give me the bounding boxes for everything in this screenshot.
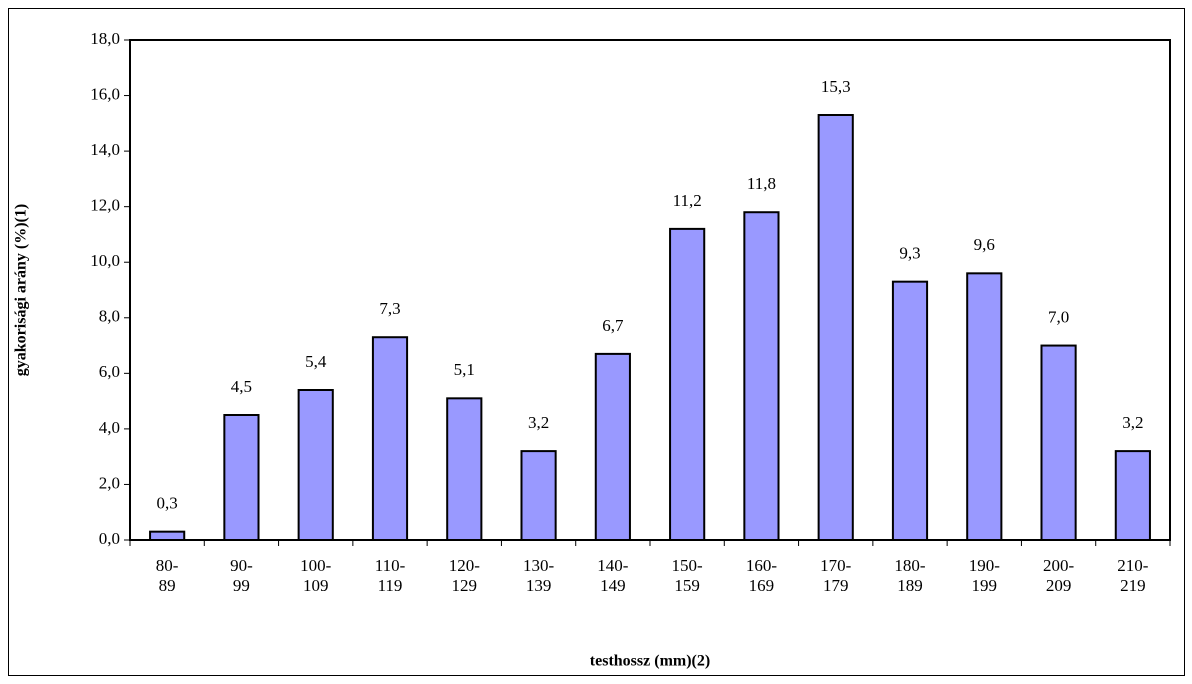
bar [520, 450, 557, 541]
bar [669, 227, 706, 541]
y-tick-label: 2,0 [99, 473, 120, 492]
bar [149, 530, 186, 542]
value-label: 15,3 [821, 77, 851, 96]
bar [743, 211, 780, 541]
y-tick-label: 10,0 [90, 251, 120, 270]
y-axis-title: gyakorisági arány (%)(1) [13, 204, 30, 376]
y-tick-label: 12,0 [90, 196, 120, 215]
y-tick-label: 14,0 [90, 140, 120, 159]
x-tick-label: 110- 119 [374, 556, 406, 595]
x-tick-label: 210- 219 [1117, 556, 1149, 595]
x-tick-label: 100- 109 [300, 556, 332, 595]
value-label: 9,3 [899, 244, 920, 263]
y-tick-label: 18,0 [90, 29, 120, 48]
x-tick-label: 130- 139 [522, 556, 555, 595]
bar [371, 336, 409, 541]
value-label: 3,2 [528, 413, 549, 432]
x-tick-label: 190- 199 [968, 556, 1000, 595]
x-axis-title: testhossz (mm)(2) [590, 653, 710, 670]
bar [1040, 344, 1077, 541]
x-tick-label: 180- 189 [894, 556, 926, 595]
value-label: 9,6 [974, 235, 995, 254]
value-label: 5,1 [454, 360, 475, 379]
bar [446, 397, 483, 542]
x-tick-label: 150- 159 [671, 556, 703, 595]
x-tick-label: 140- 149 [597, 556, 629, 595]
bar [817, 114, 854, 541]
bar [223, 414, 260, 541]
value-label: 4,5 [231, 377, 252, 396]
x-tick-label: 170- 179 [820, 556, 852, 595]
y-tick-label: 0,0 [99, 529, 120, 548]
value-label: 3,2 [1122, 413, 1143, 432]
y-tick-label: 4,0 [99, 418, 120, 437]
bar [891, 280, 929, 541]
value-label: 7,3 [379, 299, 400, 318]
bar [1114, 450, 1151, 541]
bar [297, 389, 334, 541]
bar [594, 352, 631, 541]
plot-frame [129, 39, 1171, 541]
bar [966, 272, 1003, 541]
value-label: 7,0 [1048, 307, 1069, 326]
x-tick-label: 120- 129 [448, 556, 480, 595]
y-tick-label: 16,0 [90, 84, 120, 103]
x-tick-label: 80- 89 [155, 556, 179, 595]
x-tick-label: 90- 99 [230, 556, 253, 595]
value-label: 0,3 [157, 494, 178, 513]
y-tick-label: 6,0 [99, 362, 120, 381]
value-label: 11,2 [673, 191, 702, 210]
value-label: 11,8 [747, 174, 776, 193]
y-tick-label: 8,0 [99, 307, 120, 326]
chart-frame [8, 8, 1185, 676]
x-tick-label: 200- 209 [1042, 556, 1075, 595]
x-tick-label: 160- 169 [745, 556, 777, 595]
value-label: 6,7 [602, 316, 624, 335]
value-label: 5,4 [305, 352, 327, 371]
